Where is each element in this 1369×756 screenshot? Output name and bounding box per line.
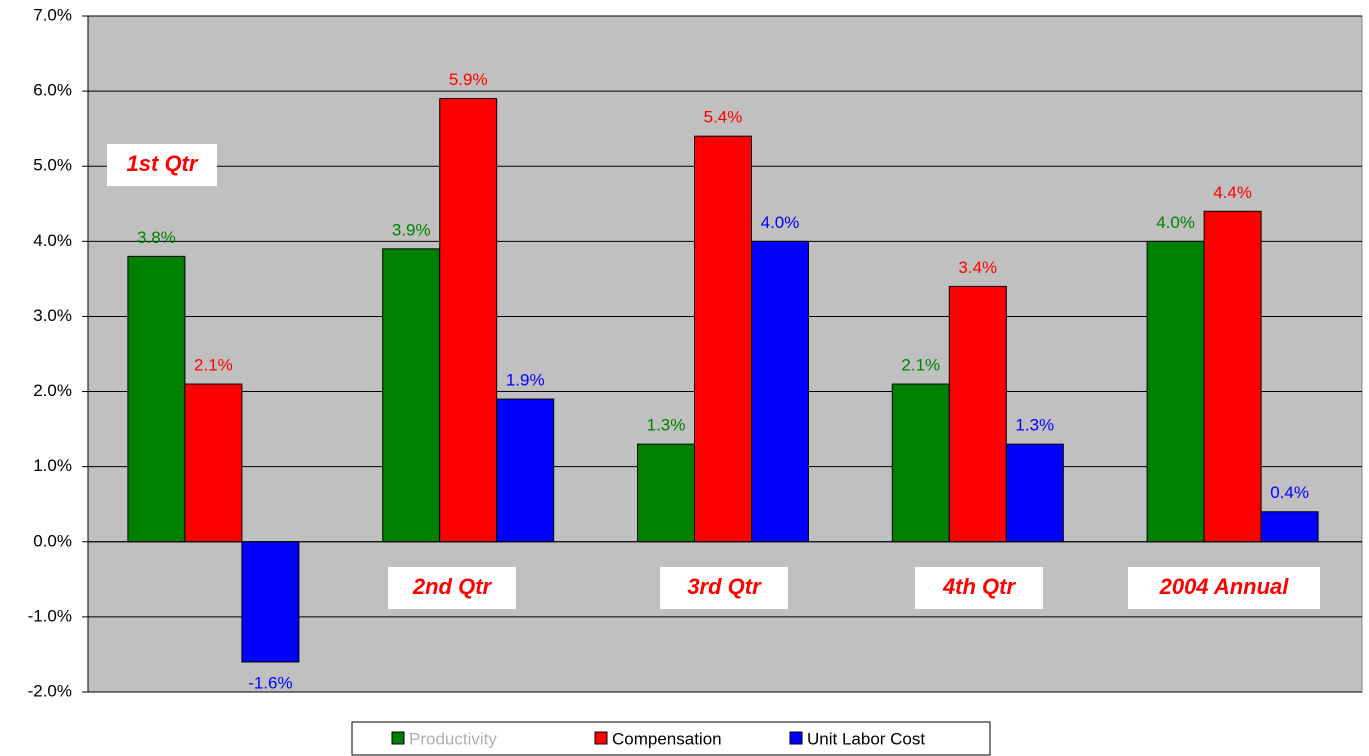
legend-label: Compensation <box>612 729 722 748</box>
legend-swatch <box>594 731 608 745</box>
value-label: 4.0% <box>761 213 800 232</box>
category-label: 4th Qtr <box>942 574 1017 599</box>
bar <box>496 398 555 543</box>
y-tick-label: 7.0% <box>33 5 72 24</box>
legend: Productivity Compensation Unit Labor Cost <box>351 721 991 756</box>
category-box <box>107 144 217 186</box>
value-label: 1.9% <box>506 371 545 390</box>
value-label: 3.8% <box>137 228 176 247</box>
bar <box>751 240 809 543</box>
y-tick-label: 1.0% <box>33 456 72 475</box>
category-box <box>915 567 1043 609</box>
value-label: 2.1% <box>194 356 233 375</box>
y-tick-label: -2.0% <box>28 681 72 700</box>
y-tick-label: 4.0% <box>33 231 72 250</box>
bar <box>891 383 950 543</box>
bar <box>184 383 243 543</box>
y-tick-label: 3.0% <box>33 306 72 325</box>
bar <box>694 135 752 543</box>
category-label: 1st Qtr <box>127 151 199 176</box>
value-label: 1.3% <box>1015 416 1054 435</box>
category-label: 2004 Annual <box>1159 574 1290 599</box>
bar <box>948 285 1007 543</box>
y-tick-label: 5.0% <box>33 156 72 175</box>
value-label: 5.4% <box>704 108 743 127</box>
category-box <box>1128 567 1320 609</box>
value-label: 2.1% <box>901 356 940 375</box>
value-label: 3.9% <box>392 220 431 239</box>
bar <box>1146 240 1205 543</box>
bar <box>382 248 441 543</box>
legend-label: Productivity <box>409 729 497 748</box>
y-tick-label: 2.0% <box>33 381 72 400</box>
bar <box>1260 511 1319 543</box>
bar <box>1005 443 1064 543</box>
category-box <box>388 567 516 609</box>
value-label: 3.4% <box>958 258 997 277</box>
value-label: 5.9% <box>449 70 488 89</box>
y-tick-label: 6.0% <box>33 81 72 100</box>
y-tick-label: 0.0% <box>33 531 72 550</box>
bar <box>241 541 300 663</box>
legend-swatch <box>391 731 405 745</box>
bar <box>127 255 186 543</box>
legend-box <box>351 721 991 756</box>
legend-label: Unit Labor Cost <box>807 729 925 748</box>
value-label: 4.0% <box>1156 213 1195 232</box>
category-box <box>660 567 788 609</box>
category-label: 2nd Qtr <box>412 574 493 599</box>
legend-swatch <box>789 731 803 745</box>
bar <box>637 443 695 543</box>
value-label: 0.4% <box>1270 483 1309 502</box>
bar <box>439 98 498 543</box>
value-label: 4.4% <box>1213 183 1252 202</box>
category-label: 3rd Qtr <box>687 574 762 599</box>
value-label: -1.6% <box>248 673 292 692</box>
bar <box>1203 210 1262 543</box>
y-tick-label: -1.0% <box>28 606 72 625</box>
value-label: 1.3% <box>647 416 686 435</box>
